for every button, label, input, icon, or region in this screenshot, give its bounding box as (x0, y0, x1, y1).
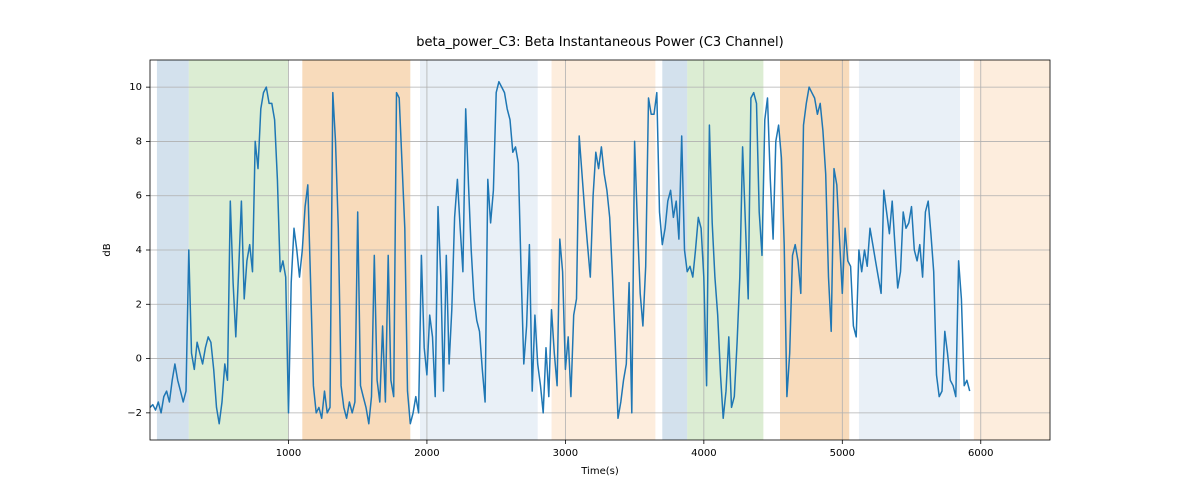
ytick-label: 10 (129, 82, 142, 93)
xtick-label: 6000 (968, 448, 993, 459)
xtick-label: 4000 (691, 448, 716, 459)
ytick-label: 6 (136, 191, 142, 202)
ytick-label: 4 (136, 245, 142, 256)
xtick-label: 1000 (276, 448, 301, 459)
ytick-label: 0 (136, 354, 142, 365)
chart-container: 1000 2000 3000 4000 5000 6000 −2 0 2 4 6 8 10 Time(s)… (0, 0, 1200, 500)
ytick-label: 8 (136, 136, 142, 147)
xtick-label: 2000 (414, 448, 439, 459)
ytick-label: 2 (136, 299, 142, 310)
ytick-label: −2 (127, 408, 142, 419)
x-axis-label: Time(s) (580, 466, 619, 477)
xtick-label: 5000 (830, 448, 855, 459)
y-axis-label: dB (102, 243, 113, 256)
xtick-label: 3000 (553, 448, 578, 459)
chart-title: beta_power_C3: Beta Instantaneous Power … (416, 35, 783, 50)
line-chart: 1000 2000 3000 4000 5000 6000 −2 0 2 4 6 8 10 Time(s)… (0, 0, 1200, 500)
